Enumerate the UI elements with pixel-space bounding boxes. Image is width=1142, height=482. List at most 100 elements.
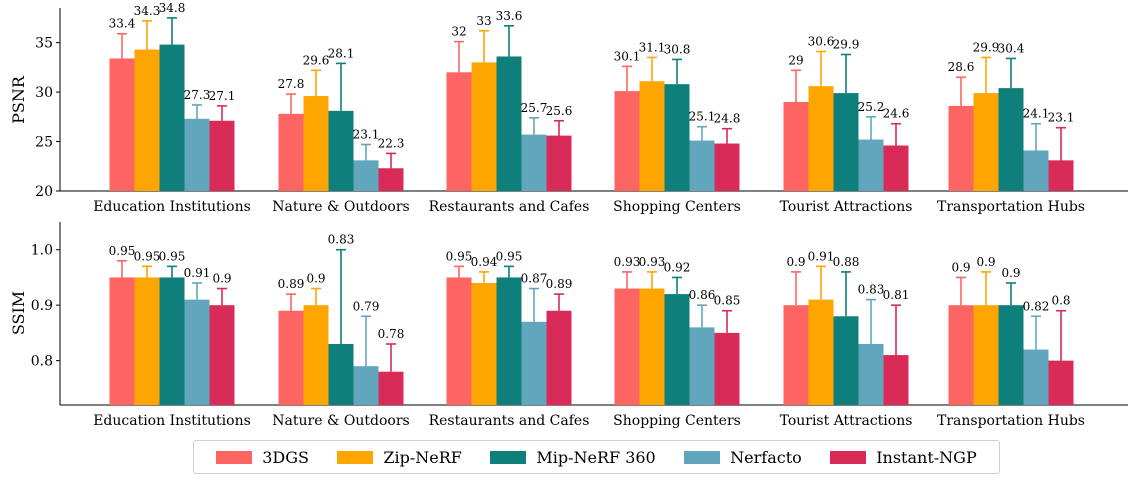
value-label-instant-ngp-nature-and-outdoors: 0.78 bbox=[378, 327, 405, 341]
bar-nerfacto-shopping-centers bbox=[689, 140, 715, 191]
bar-instant-ngp-education-institutions bbox=[209, 120, 235, 191]
bar-nerfacto-shopping-centers bbox=[689, 327, 715, 405]
value-label-3dgs-transportation-hubs: 0.9 bbox=[951, 260, 970, 274]
legend: 3DGS Zip-NeRF Mip-NeRF 360 Nerfacto Inst… bbox=[193, 440, 1000, 474]
value-label-zip-nerf-shopping-centers: 0.93 bbox=[639, 255, 666, 269]
value-label-mip-nerf-360-shopping-centers: 30.8 bbox=[664, 42, 691, 56]
bar-3dgs-education-institutions bbox=[109, 277, 135, 405]
value-label-instant-ngp-tourist-attractions: 0.81 bbox=[883, 288, 910, 302]
bar-instant-ngp-education-institutions bbox=[209, 305, 235, 405]
bar-nerfacto-nature-and-outdoors bbox=[353, 366, 379, 405]
value-label-mip-nerf-360-nature-and-outdoors: 0.83 bbox=[328, 233, 355, 247]
x-tick-label-shopping-centers: Shopping Centers bbox=[613, 199, 741, 215]
value-label-nerfacto-restaurants-and-cafes: 25.7 bbox=[521, 101, 548, 115]
value-label-3dgs-education-institutions: 33.4 bbox=[109, 17, 136, 31]
value-label-instant-ngp-shopping-centers: 24.8 bbox=[714, 112, 741, 126]
bar-zip-nerf-transportation-hubs bbox=[973, 93, 999, 191]
bar-zip-nerf-education-institutions bbox=[134, 277, 160, 405]
y-tick-label: 0.9 bbox=[31, 298, 53, 314]
value-label-3dgs-nature-and-outdoors: 27.8 bbox=[278, 77, 305, 91]
value-label-zip-nerf-restaurants-and-cafes: 33 bbox=[476, 14, 491, 28]
bar-nerfacto-tourist-attractions bbox=[858, 344, 884, 405]
bar-zip-nerf-nature-and-outdoors bbox=[303, 96, 329, 191]
x-tick-label-shopping-centers: Shopping Centers bbox=[613, 413, 741, 429]
legend-swatch-3dgs bbox=[216, 450, 253, 464]
value-label-zip-nerf-nature-and-outdoors: 0.9 bbox=[306, 272, 325, 286]
bar-3dgs-restaurants-and-cafes bbox=[446, 277, 472, 405]
value-label-mip-nerf-360-transportation-hubs: 30.4 bbox=[998, 41, 1025, 55]
bar-nerfacto-tourist-attractions bbox=[858, 139, 884, 191]
bar-mip-nerf-360-shopping-centers bbox=[664, 84, 690, 191]
ssim-chart: 0.8 0.9 1.0 SSIM Education Institutions Natur… bbox=[9, 222, 1128, 429]
value-label-3dgs-shopping-centers: 30.1 bbox=[614, 49, 641, 63]
bar-nerfacto-transportation-hubs bbox=[1023, 349, 1049, 405]
legend-label-zip-nerf: Zip-NeRF bbox=[383, 447, 462, 467]
bar-mip-nerf-360-tourist-attractions bbox=[833, 316, 859, 405]
legend-swatch-nerfacto bbox=[684, 450, 721, 464]
x-tick-label-nature-and-outdoors: Nature & Outdoors bbox=[272, 413, 409, 429]
bar-nerfacto-transportation-hubs bbox=[1023, 150, 1049, 191]
x-tick-label-transportation-hubs: Transportation Hubs bbox=[937, 199, 1085, 215]
value-label-3dgs-shopping-centers: 0.93 bbox=[614, 255, 641, 269]
value-label-instant-ngp-transportation-hubs: 23.1 bbox=[1048, 111, 1075, 125]
value-label-3dgs-education-institutions: 0.95 bbox=[109, 244, 136, 258]
legend-item-instant-ngp: Instant-NGP bbox=[830, 448, 977, 467]
value-label-nerfacto-nature-and-outdoors: 23.1 bbox=[353, 128, 380, 142]
value-label-nerfacto-transportation-hubs: 0.82 bbox=[1023, 299, 1050, 313]
figure: 20 25 30 35 PSNR Education Institutions Nature… bbox=[9, 1, 1128, 429]
value-label-nerfacto-nature-and-outdoors: 0.79 bbox=[353, 299, 380, 313]
legend-item-zip-nerf: Zip-NeRF bbox=[337, 448, 462, 467]
bar-instant-ngp-transportation-hubs bbox=[1048, 160, 1074, 191]
value-label-3dgs-restaurants-and-cafes: 32 bbox=[451, 25, 466, 39]
bar-3dgs-transportation-hubs bbox=[948, 105, 974, 191]
bar-mip-nerf-360-shopping-centers bbox=[664, 294, 690, 405]
value-label-zip-nerf-transportation-hubs: 29.9 bbox=[973, 40, 1000, 54]
bar-zip-nerf-transportation-hubs bbox=[973, 305, 999, 405]
bar-zip-nerf-nature-and-outdoors bbox=[303, 305, 329, 405]
value-label-instant-ngp-transportation-hubs: 0.8 bbox=[1051, 294, 1070, 308]
bar-3dgs-restaurants-and-cafes bbox=[446, 72, 472, 191]
y-tick-label: 30 bbox=[35, 85, 53, 101]
bar-mip-nerf-360-transportation-hubs bbox=[998, 88, 1024, 191]
x-tick-label-restaurants-and-cafes: Restaurants and Cafes bbox=[429, 413, 590, 429]
y-tick-label: 20 bbox=[35, 184, 53, 200]
bar-3dgs-nature-and-outdoors bbox=[278, 310, 304, 405]
value-label-zip-nerf-restaurants-and-cafes: 0.94 bbox=[471, 255, 498, 269]
value-label-instant-ngp-restaurants-and-cafes: 0.89 bbox=[546, 277, 573, 291]
value-label-mip-nerf-360-nature-and-outdoors: 28.1 bbox=[328, 46, 355, 60]
bar-instant-ngp-transportation-hubs bbox=[1048, 360, 1074, 405]
value-label-mip-nerf-360-tourist-attractions: 29.9 bbox=[833, 37, 860, 51]
value-label-zip-nerf-education-institutions: 0.95 bbox=[134, 249, 161, 263]
bar-instant-ngp-shopping-centers bbox=[714, 143, 740, 191]
bar-nerfacto-education-institutions bbox=[184, 118, 210, 191]
legend-item-mip-nerf-360: Mip-NeRF 360 bbox=[490, 447, 656, 467]
value-label-mip-nerf-360-transportation-hubs: 0.9 bbox=[1001, 266, 1020, 280]
value-label-nerfacto-tourist-attractions: 25.2 bbox=[858, 100, 885, 114]
y-axis-label: PSNR bbox=[9, 75, 28, 124]
bar-instant-ngp-restaurants-and-cafes bbox=[546, 310, 572, 405]
psnr-chart: 20 25 30 35 PSNR Education Institutions Nature… bbox=[9, 1, 1128, 215]
value-label-instant-ngp-tourist-attractions: 24.6 bbox=[883, 107, 910, 121]
value-label-mip-nerf-360-education-institutions: 0.95 bbox=[159, 249, 186, 263]
bar-3dgs-shopping-centers bbox=[614, 91, 640, 191]
value-label-instant-ngp-education-institutions: 27.1 bbox=[209, 89, 236, 103]
bar-mip-nerf-360-restaurants-and-cafes bbox=[496, 277, 522, 405]
value-label-zip-nerf-education-institutions: 34.3 bbox=[134, 4, 161, 18]
bar-instant-ngp-restaurants-and-cafes bbox=[546, 135, 572, 191]
bar-mip-nerf-360-tourist-attractions bbox=[833, 93, 859, 191]
x-tick-label-nature-and-outdoors: Nature & Outdoors bbox=[272, 199, 409, 215]
value-label-instant-ngp-shopping-centers: 0.85 bbox=[714, 294, 741, 308]
legend-swatch-zip-nerf bbox=[337, 450, 374, 464]
bar-3dgs-nature-and-outdoors bbox=[278, 113, 304, 191]
y-axis-label: SSIM bbox=[9, 291, 28, 335]
value-label-zip-nerf-tourist-attractions: 0.91 bbox=[808, 249, 835, 263]
value-label-instant-ngp-nature-and-outdoors: 22.3 bbox=[378, 136, 405, 150]
bar-nerfacto-education-institutions bbox=[184, 299, 210, 405]
value-label-3dgs-transportation-hubs: 28.6 bbox=[948, 60, 975, 74]
legend-label-mip-nerf-360: Mip-NeRF 360 bbox=[536, 447, 656, 467]
bar-zip-nerf-restaurants-and-cafes bbox=[471, 62, 497, 191]
value-label-mip-nerf-360-education-institutions: 34.8 bbox=[159, 1, 186, 15]
value-label-nerfacto-shopping-centers: 0.86 bbox=[689, 288, 716, 302]
bar-mip-nerf-360-transportation-hubs bbox=[998, 305, 1024, 405]
x-tick-label-restaurants-and-cafes: Restaurants and Cafes bbox=[429, 199, 590, 215]
